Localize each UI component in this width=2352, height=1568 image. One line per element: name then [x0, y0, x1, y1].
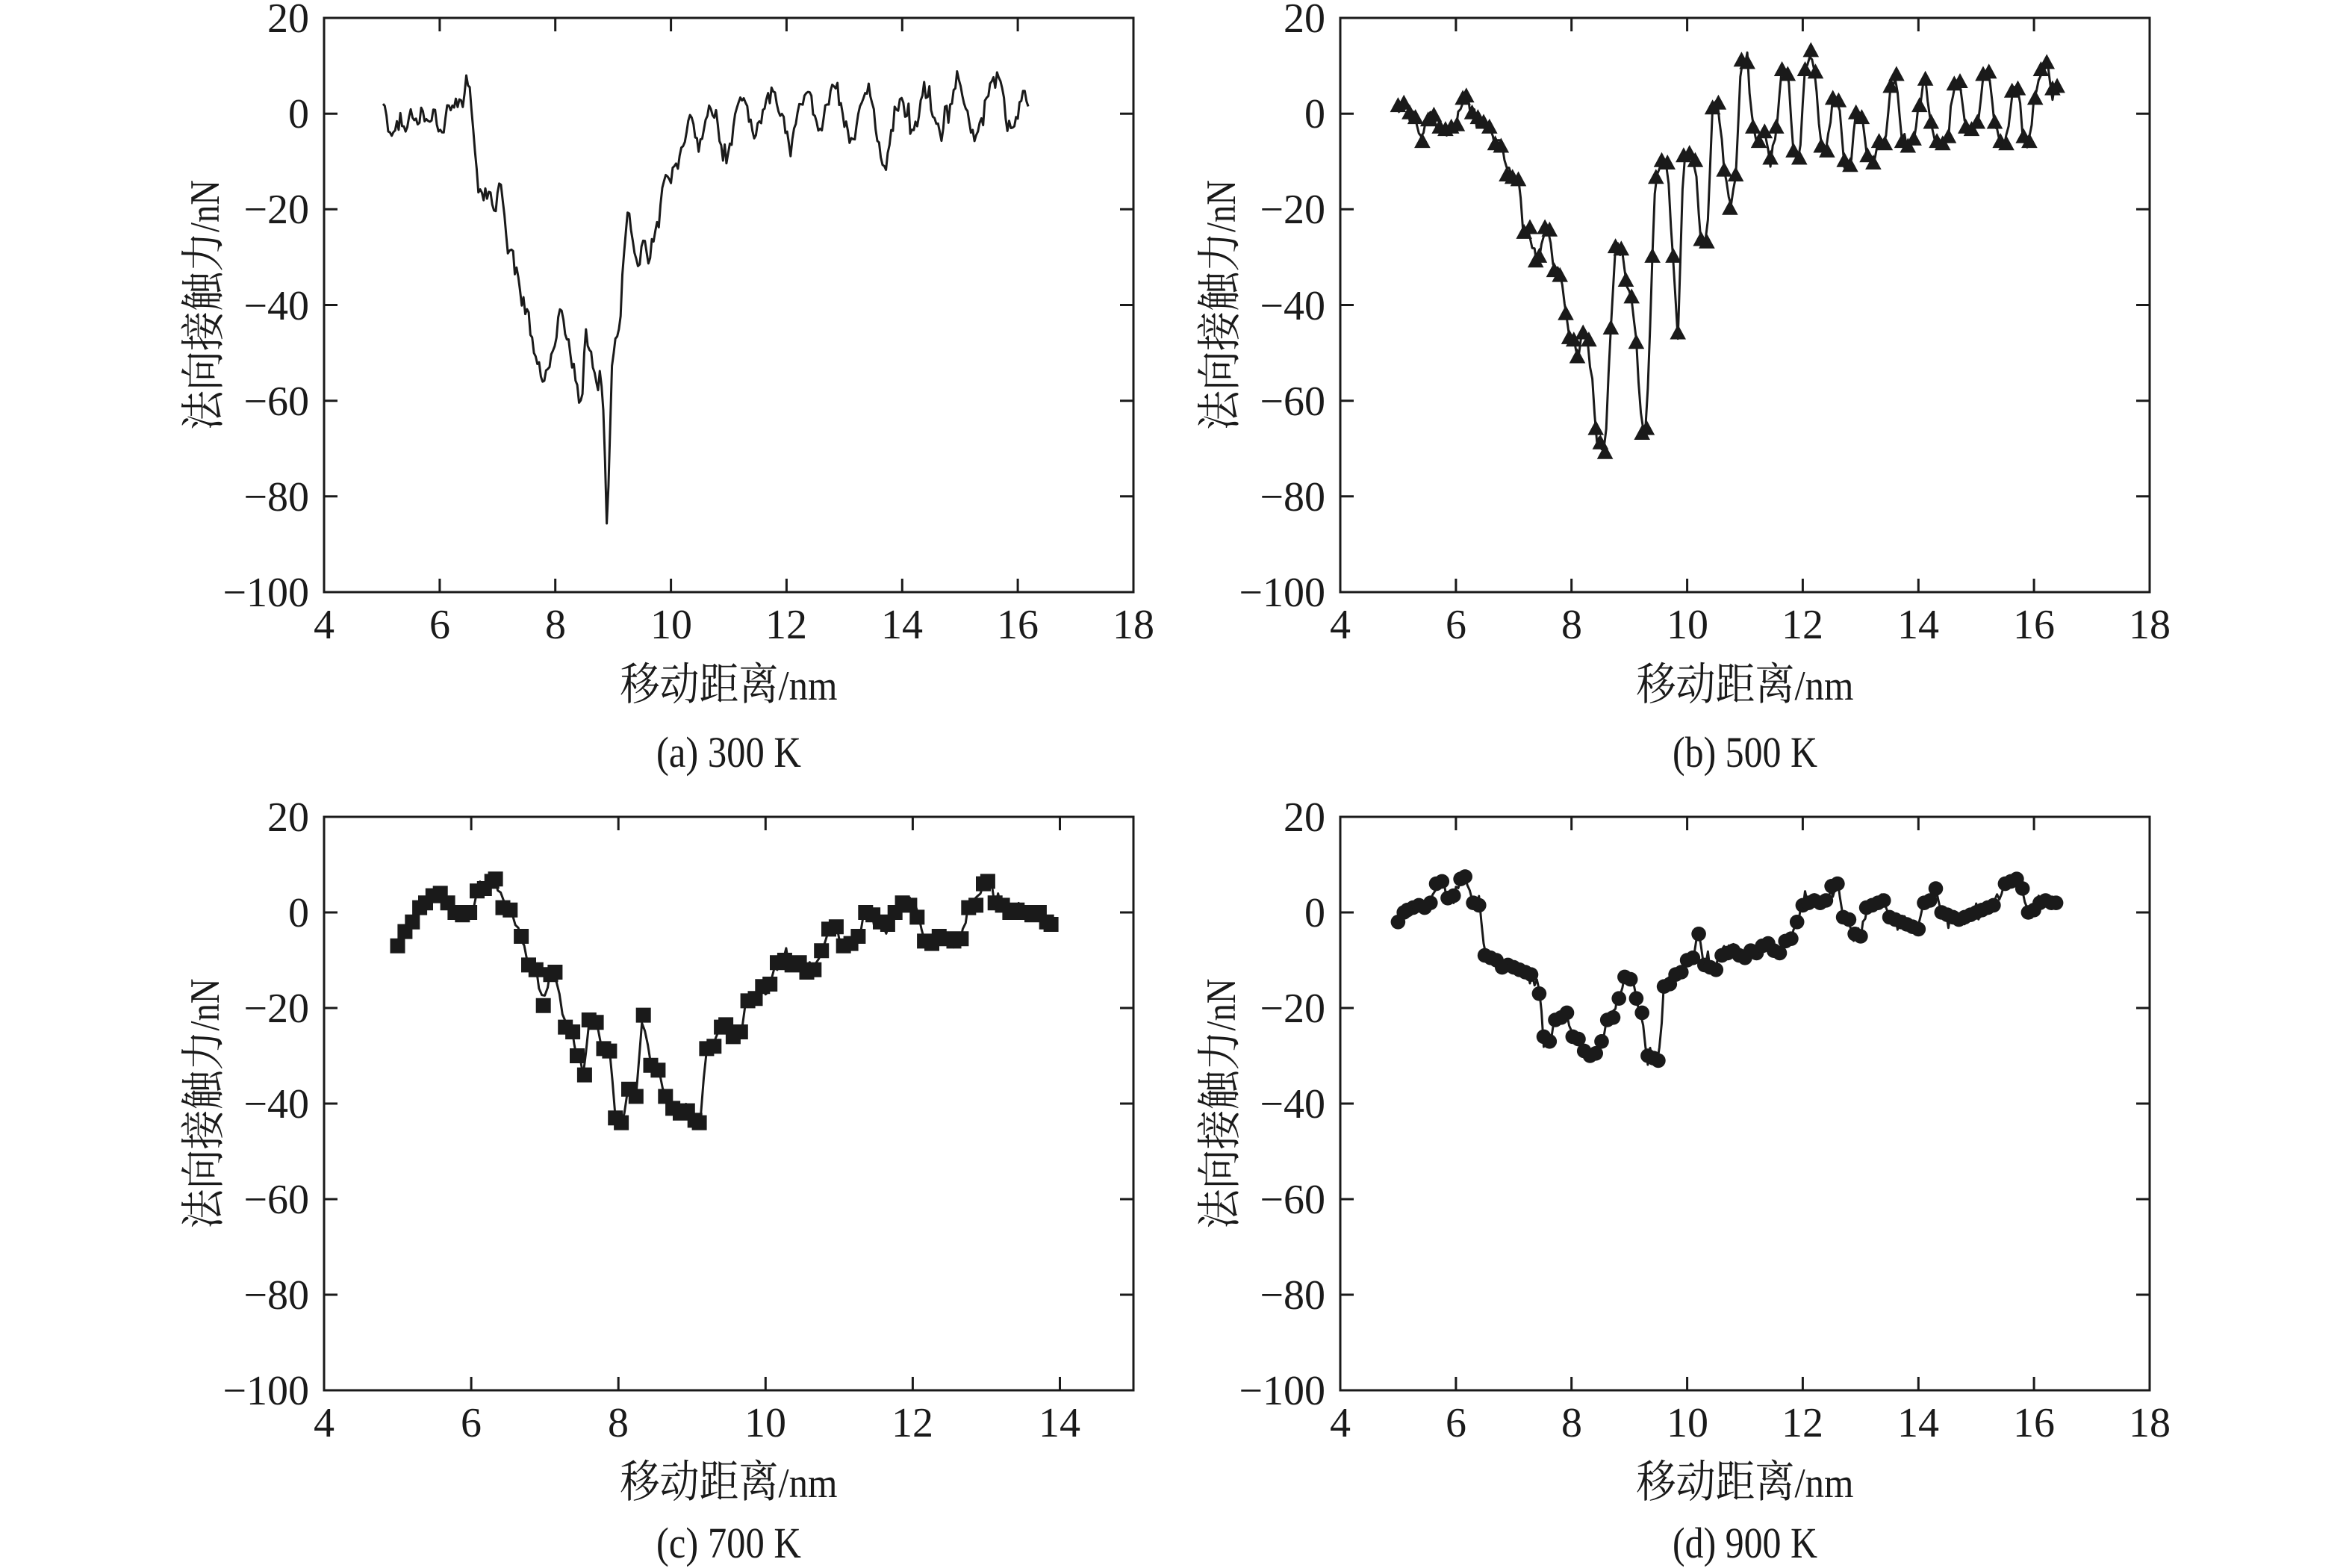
svg-text:6: 6: [461, 1400, 482, 1446]
svg-text:18: 18: [2129, 1400, 2171, 1446]
svg-text:8: 8: [1561, 602, 1582, 648]
svg-text:4: 4: [314, 602, 335, 648]
svg-text:−100: −100: [223, 1368, 309, 1414]
svg-text:(d) 900 K: (d) 900 K: [1673, 1519, 1817, 1567]
svg-text:8: 8: [608, 1400, 629, 1446]
svg-text:12: 12: [765, 602, 807, 648]
svg-text:−20: −20: [1260, 187, 1325, 233]
svg-text:−100: −100: [223, 570, 309, 616]
svg-text:−80: −80: [243, 474, 309, 520]
svg-text:−60: −60: [243, 1177, 309, 1223]
svg-text:8: 8: [1561, 1400, 1582, 1446]
svg-text:4: 4: [1330, 602, 1351, 648]
svg-text:/nN: /nN: [182, 979, 228, 1031]
svg-text:16: 16: [2013, 1400, 2055, 1446]
svg-text:−40: −40: [1260, 1081, 1325, 1127]
svg-text:18: 18: [2129, 602, 2171, 648]
svg-text:18: 18: [1113, 602, 1154, 648]
svg-text:−20: −20: [1260, 986, 1325, 1032]
svg-text:12: 12: [1782, 602, 1823, 648]
svg-text:/nm: /nm: [779, 663, 838, 709]
svg-text:−60: −60: [1260, 379, 1325, 425]
svg-text:/nm: /nm: [779, 1460, 838, 1507]
svg-text:10: 10: [1667, 602, 1708, 648]
svg-text:20: 20: [267, 794, 309, 841]
svg-text:/nm: /nm: [1795, 1460, 1854, 1507]
svg-text:−80: −80: [1260, 1272, 1325, 1319]
svg-text:/nN: /nN: [182, 180, 228, 232]
svg-text:10: 10: [1667, 1400, 1708, 1446]
svg-text:/nm: /nm: [1795, 663, 1854, 709]
svg-text:0: 0: [288, 91, 309, 137]
svg-text:−40: −40: [243, 1081, 309, 1127]
svg-text:8: 8: [545, 602, 566, 648]
svg-text:12: 12: [892, 1400, 933, 1446]
svg-text:−40: −40: [243, 283, 309, 329]
svg-text:(b) 500 K: (b) 500 K: [1673, 728, 1817, 777]
svg-text:20: 20: [1284, 794, 1325, 841]
svg-text:4: 4: [1330, 1400, 1351, 1446]
svg-text:/nN: /nN: [1198, 180, 1245, 232]
svg-text:−20: −20: [243, 986, 309, 1032]
svg-text:20: 20: [1284, 0, 1325, 42]
svg-text:20: 20: [267, 0, 309, 42]
svg-text:16: 16: [997, 602, 1039, 648]
svg-text:−40: −40: [1260, 283, 1325, 329]
svg-text:−100: −100: [1239, 1368, 1325, 1414]
svg-text:(a) 300 K: (a) 300 K: [656, 728, 801, 777]
svg-text:−100: −100: [1239, 570, 1325, 616]
svg-text:(c) 700 K: (c) 700 K: [656, 1519, 801, 1567]
svg-text:−60: −60: [1260, 1177, 1325, 1223]
svg-text:−60: −60: [243, 379, 309, 425]
svg-text:−20: −20: [243, 187, 309, 233]
svg-text:16: 16: [2013, 602, 2055, 648]
svg-text:6: 6: [429, 602, 450, 648]
svg-text:6: 6: [1446, 1400, 1466, 1446]
svg-text:14: 14: [881, 602, 923, 648]
svg-text:10: 10: [650, 602, 692, 648]
svg-text:0: 0: [1304, 890, 1325, 936]
svg-text:4: 4: [314, 1400, 335, 1446]
svg-text:−80: −80: [243, 1272, 309, 1319]
svg-text:−80: −80: [1260, 474, 1325, 520]
svg-text:6: 6: [1446, 602, 1466, 648]
svg-text:0: 0: [288, 890, 309, 936]
svg-text:14: 14: [1897, 1400, 1939, 1446]
svg-text:0: 0: [1304, 91, 1325, 137]
svg-text:/nN: /nN: [1198, 979, 1245, 1031]
svg-text:14: 14: [1897, 602, 1939, 648]
svg-text:10: 10: [744, 1400, 786, 1446]
svg-text:12: 12: [1782, 1400, 1823, 1446]
svg-text:14: 14: [1039, 1400, 1080, 1446]
